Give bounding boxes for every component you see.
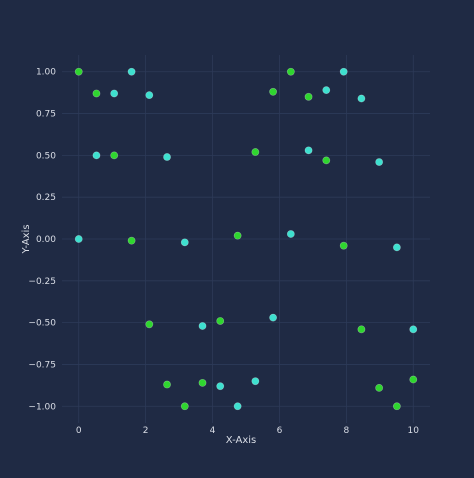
data-point-series-1: [145, 320, 154, 329]
data-point-series-1: [92, 89, 101, 98]
data-point-series-2: [251, 377, 260, 386]
y-tick-label: −0.50: [28, 319, 56, 329]
data-point-series-1: [110, 151, 119, 160]
data-point-series-2: [92, 151, 101, 160]
data-point-series-2: [375, 158, 384, 166]
data-point-series-1: [216, 317, 225, 325]
data-point-series-2: [357, 94, 366, 103]
x-tick-label: 8: [343, 426, 349, 436]
data-point-series-2: [304, 146, 313, 155]
y-tick-label: −0.25: [28, 277, 56, 287]
data-point-series-1: [339, 241, 348, 250]
data-point-series-1: [286, 67, 295, 76]
data-point-series-2: [163, 153, 171, 161]
data-point-series-2: [409, 325, 418, 334]
data-point-series-2: [198, 322, 207, 330]
data-point-series-1: [269, 87, 277, 96]
y-tick-label: 0.75: [36, 110, 56, 120]
grid-layer: [62, 55, 430, 423]
data-point-series-2: [110, 89, 119, 98]
data-point-series-1: [198, 378, 207, 387]
x-tick-label: 6: [277, 426, 283, 436]
data-point-series-2: [392, 243, 401, 252]
data-point-series-1: [127, 236, 136, 245]
x-tick-label: 4: [210, 426, 216, 436]
x-tick-label: 10: [408, 426, 420, 436]
data-point-series-2: [322, 86, 331, 95]
data-point-series-2: [180, 238, 189, 247]
data-point-series-1: [304, 92, 313, 101]
data-point-series-1: [233, 231, 242, 240]
data-point-series-2: [286, 230, 295, 238]
y-tick-label: 0.00: [36, 235, 56, 245]
y-tick-label: 0.25: [36, 193, 56, 203]
data-point-series-2: [339, 67, 348, 76]
data-point-series-1: [163, 380, 171, 389]
data-point-series-1: [322, 156, 331, 165]
data-point-series-2: [127, 67, 136, 76]
x-axis-label: X-Axis: [226, 435, 257, 446]
data-point-series-1: [409, 375, 418, 384]
y-axis-label: Y-Axis: [21, 224, 32, 254]
y-tick-label: −0.75: [28, 360, 56, 370]
data-points: [74, 67, 418, 411]
data-point-series-1: [180, 402, 189, 411]
data-point-series-1: [357, 325, 366, 334]
data-point-series-2: [145, 91, 154, 100]
data-point-series-1: [74, 67, 83, 76]
data-point-series-1: [251, 148, 260, 156]
data-point-series-2: [74, 235, 83, 243]
x-tick-label: 0: [76, 426, 82, 436]
data-point-series-2: [216, 382, 225, 391]
tick-labels: 0 2 4 6 8 10 1.00 0.75 0.50 0.25 0.00 −0.25 −0.50 −0.…: [28, 68, 419, 436]
x-tick-label: 2: [143, 426, 149, 436]
data-point-series-2: [233, 402, 242, 411]
y-tick-label: 1.00: [36, 68, 56, 78]
data-point-series-1: [375, 383, 384, 392]
data-point-series-2: [269, 313, 277, 322]
y-tick-label: 0.50: [36, 151, 56, 161]
data-point-series-1: [392, 402, 401, 411]
y-tick-label: −1.00: [28, 402, 56, 412]
